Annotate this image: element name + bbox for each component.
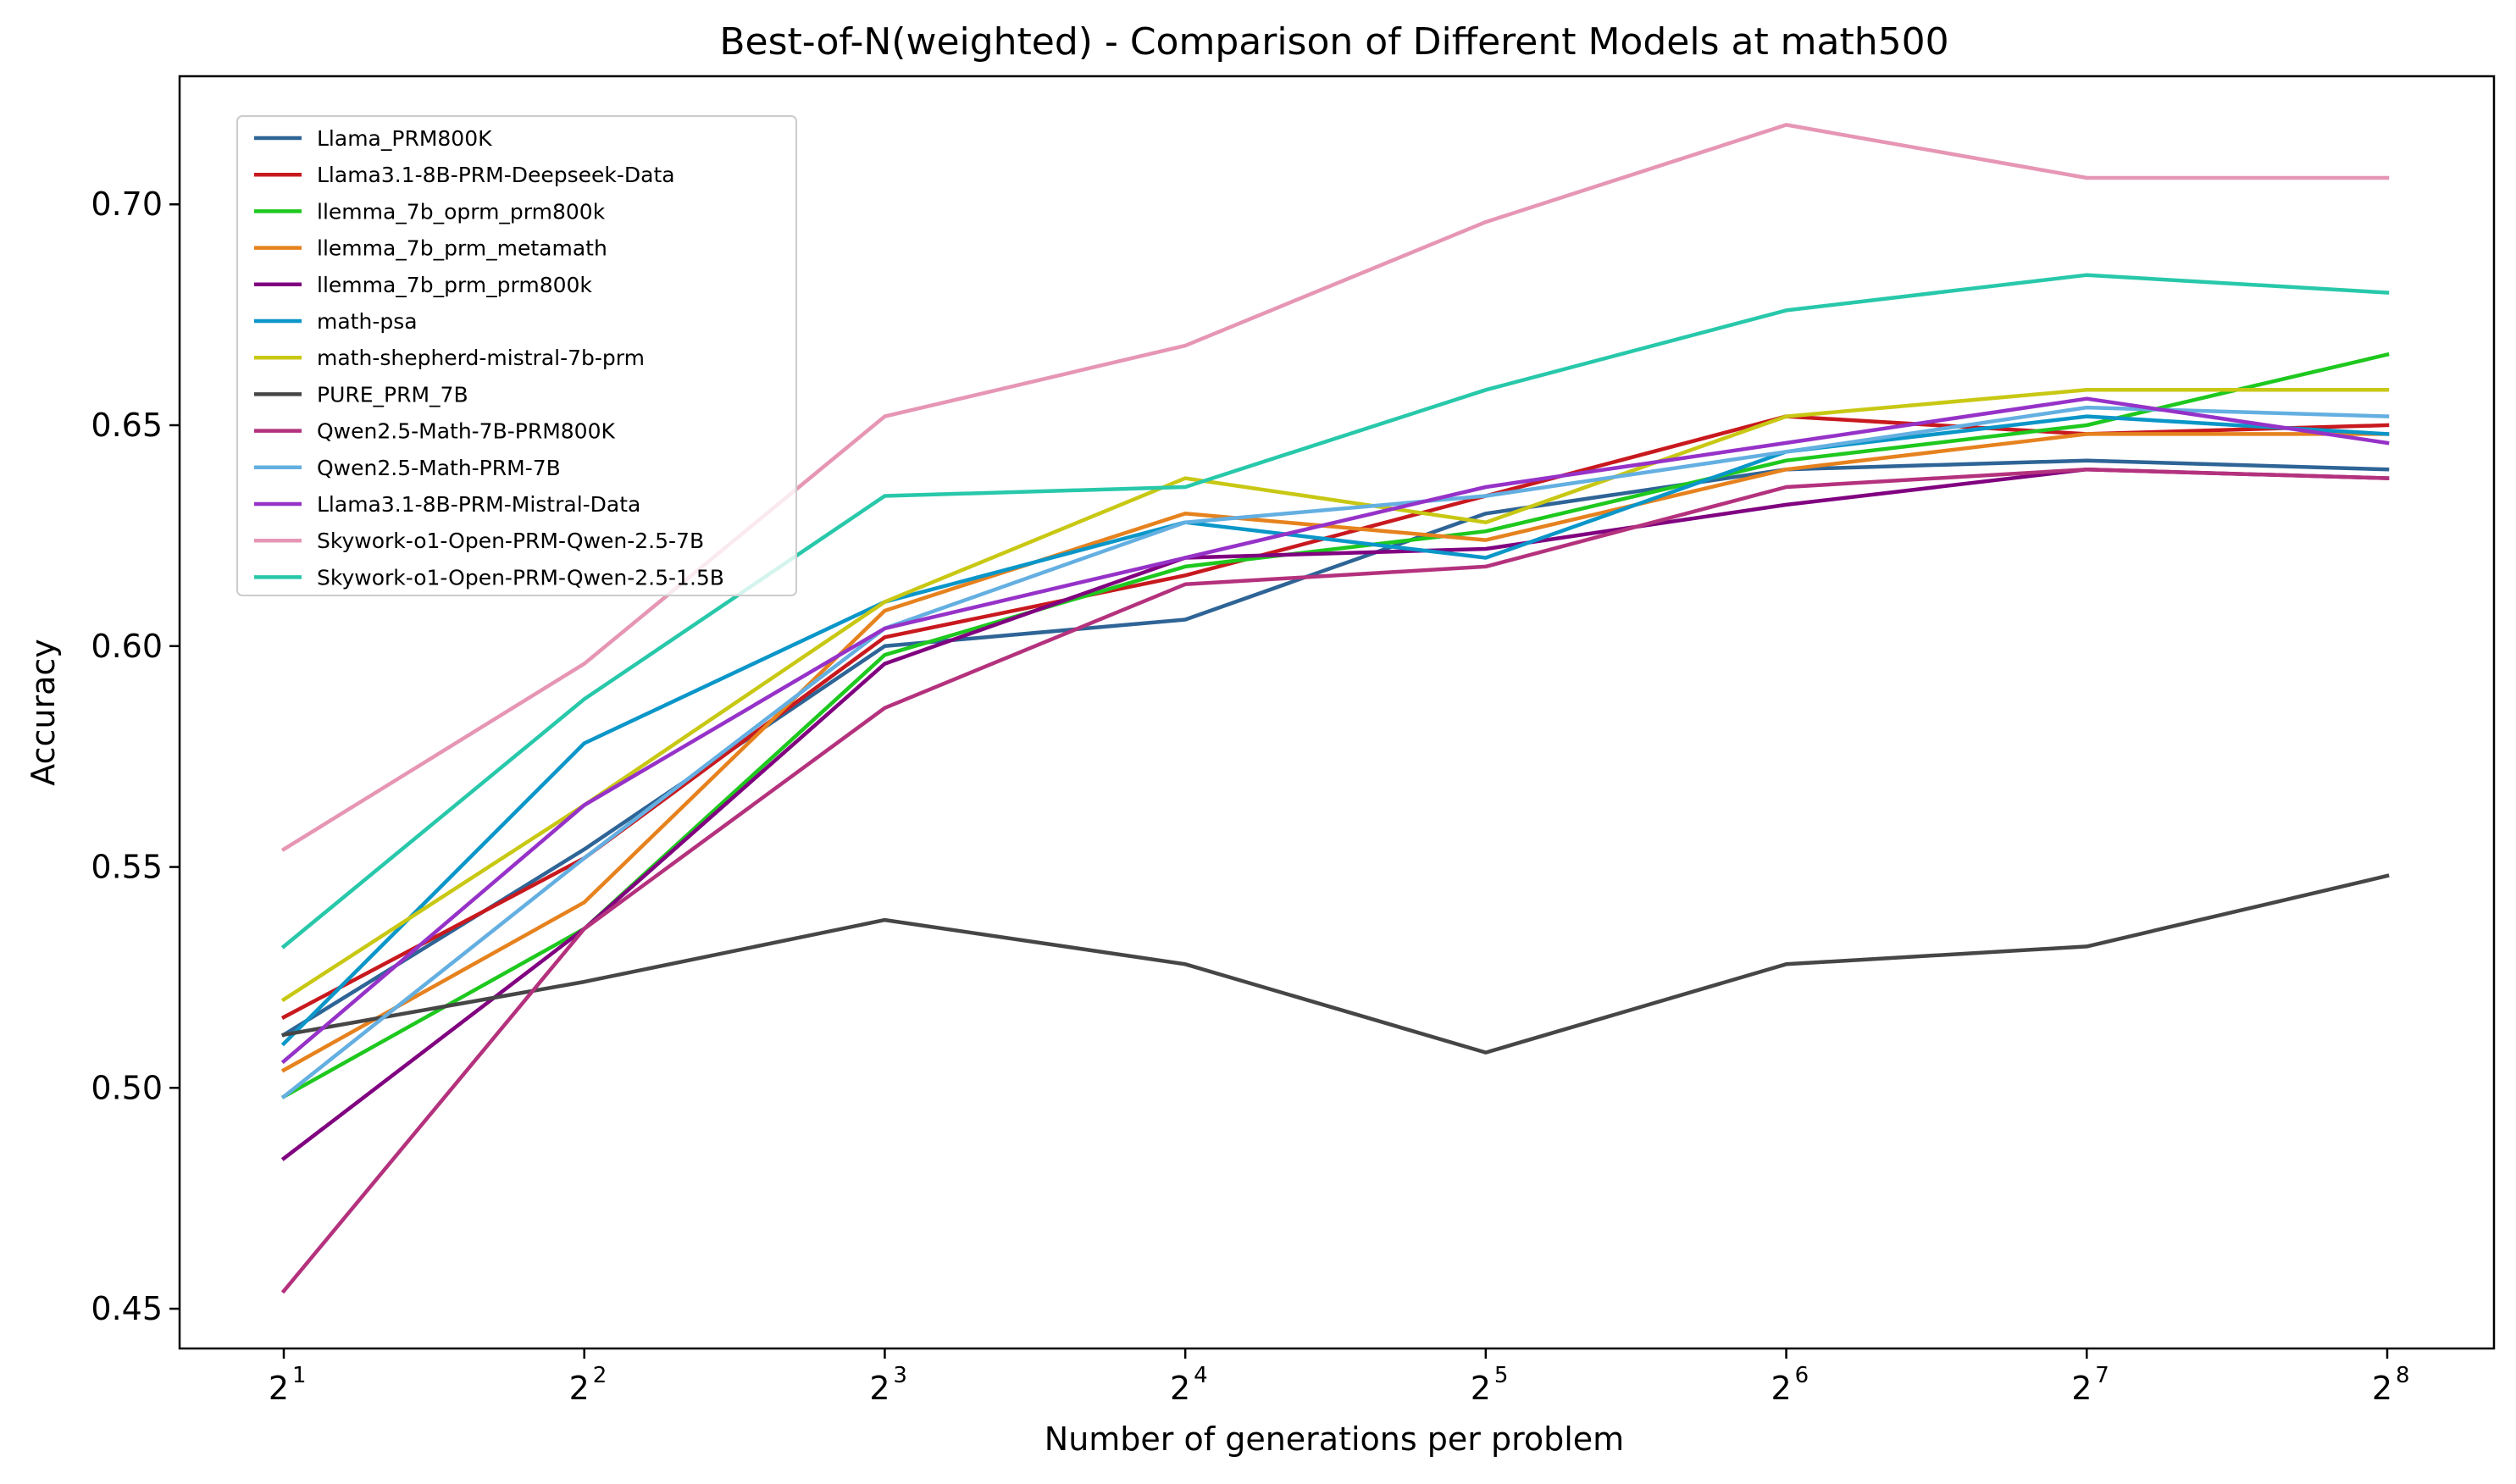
chart-title: Best-of-N(weighted) - Comparison of Diff…: [719, 20, 1948, 64]
legend-label: Llama3.1-8B-PRM-Deepseek-Data: [317, 163, 675, 187]
series-line-5: [280, 414, 2390, 1047]
plot-frame: [178, 75, 2496, 1350]
legend-label: Llama_PRM800K: [317, 126, 492, 151]
series-line-9: [280, 405, 2390, 1099]
x-tick-exponent: 4: [1194, 1363, 1208, 1388]
x-tick-exponent: 8: [2396, 1363, 2410, 1388]
series-line-10: [280, 396, 2390, 1065]
legend-label: llemma_7b_oprm_prm800k: [317, 199, 606, 224]
x-tick-label: 2: [1471, 1370, 1491, 1407]
y-tick-label: 0.60: [91, 628, 163, 665]
legend-label: math-shepherd-mistral-7b-prm: [317, 346, 645, 370]
x-tick-exponent: 1: [292, 1363, 307, 1388]
x-tick-exponent: 6: [1795, 1363, 1809, 1388]
series-line-12: [280, 273, 2390, 950]
legend-label: math-psa: [317, 309, 418, 334]
x-tick-label: 2: [869, 1370, 889, 1407]
legend-label: Qwen2.5-Math-PRM-7B: [317, 456, 561, 480]
series-line-3: [280, 432, 2390, 1073]
series-line-8: [280, 467, 2390, 1294]
series-line-4: [280, 467, 2390, 1161]
y-tick-label: 0.55: [91, 849, 163, 886]
y-axis-label: Accuracy: [25, 639, 62, 786]
y-tick-label: 0.50: [91, 1069, 163, 1106]
legend-label: llemma_7b_prm_metamath: [317, 236, 607, 261]
series-line-0: [280, 458, 2390, 1038]
legend-label: Skywork-o1-Open-PRM-Qwen-2.5-7B: [317, 529, 704, 553]
x-tick-label: 2: [569, 1370, 590, 1407]
legend-box: [236, 115, 797, 596]
legend-label: Skywork-o1-Open-PRM-Qwen-2.5-1.5B: [317, 565, 724, 590]
series-layer: [280, 123, 2390, 1294]
legend-items: Llama_PRM800K Llama3.1-8B-PRM-Deepseek-Da…: [254, 126, 724, 590]
x-tick-label: 2: [1771, 1370, 1791, 1407]
legend-label: Llama3.1-8B-PRM-Mistral-Data: [317, 492, 640, 517]
x-tick-label: 2: [2372, 1370, 2392, 1407]
x-tick-exponent: 5: [1494, 1363, 1509, 1388]
legend: Llama_PRM800K Llama3.1-8B-PRM-Deepseek-Da…: [236, 115, 797, 596]
legend-label: PURE_PRM_7B: [317, 382, 468, 407]
y-tick-label: 0.45: [91, 1290, 163, 1327]
x-tick-label: 2: [2071, 1370, 2092, 1407]
legend-label: Qwen2.5-Math-7B-PRM800K: [317, 419, 615, 444]
x-tick-label: 2: [269, 1370, 289, 1407]
series-line-6: [280, 388, 2390, 1003]
x-tick-exponent: 2: [593, 1363, 607, 1388]
y-tick-label: 0.70: [91, 186, 163, 223]
y-tick-label: 0.65: [91, 407, 163, 444]
x-tick-exponent: 3: [893, 1363, 907, 1388]
x-axis-label: Number of generations per problem: [1045, 1420, 1624, 1458]
legend-label: llemma_7b_prm_prm800k: [317, 273, 592, 297]
y-axis: 0.45 0.50 0.55 0.60 0.65 0.70: [91, 186, 180, 1327]
series-line-11: [280, 123, 2390, 852]
x-tick-label: 2: [1170, 1370, 1190, 1407]
x-tick-exponent: 7: [2095, 1363, 2109, 1388]
series-line-7: [281, 873, 2390, 1055]
